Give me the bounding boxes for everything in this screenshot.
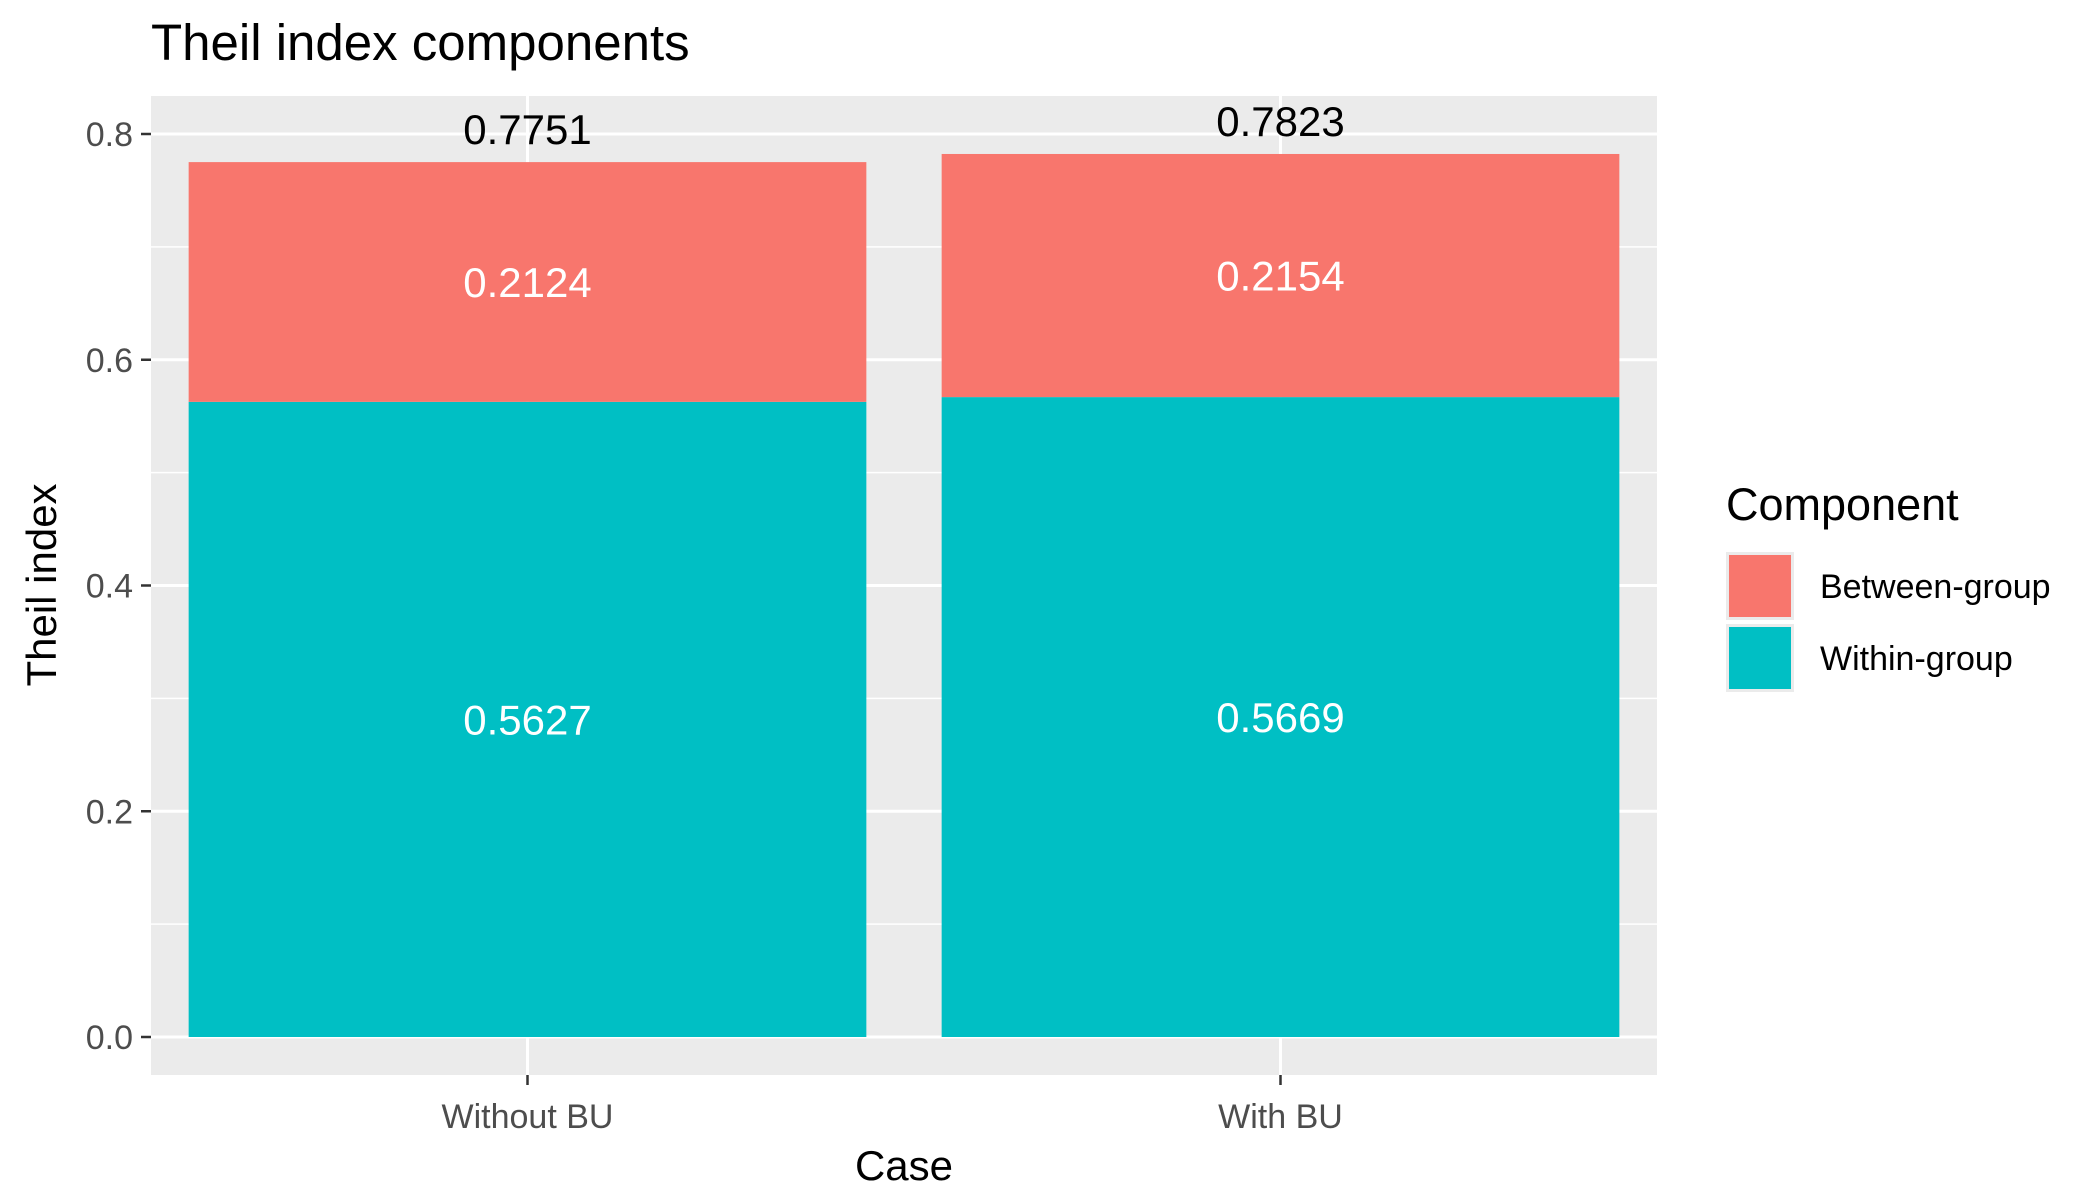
y-tick-label: 0.0 xyxy=(86,1019,133,1057)
segment-value-label: 0.5669 xyxy=(1216,694,1344,741)
x-axis: Without BU With BU xyxy=(442,1075,1343,1136)
legend-label: Within-group xyxy=(1820,640,2013,678)
segment-value-label: 0.5627 xyxy=(463,696,591,743)
bar-within-group xyxy=(188,401,867,1037)
x-tick-label: With BU xyxy=(1218,1098,1343,1136)
bars xyxy=(188,153,1620,1037)
bar-between-group xyxy=(188,162,867,402)
legend-title: Component xyxy=(1726,479,1959,530)
x-tick-label: Without BU xyxy=(442,1098,614,1136)
y-tick-label: 0.8 xyxy=(86,116,133,154)
y-axis-title: Theil index xyxy=(18,483,65,686)
y-tick-label: 0.6 xyxy=(86,342,133,380)
legend-swatch xyxy=(1729,555,1791,617)
legend-swatch xyxy=(1729,627,1791,689)
bar-between-group xyxy=(941,153,1620,398)
legend: Component Between-group Within-group xyxy=(1726,479,2051,692)
segment-value-label: 0.2124 xyxy=(463,259,591,306)
chart-title: Theil index components xyxy=(151,14,690,71)
total-value-label: 0.7751 xyxy=(463,106,591,153)
bar-within-group xyxy=(941,397,1620,1037)
legend-label: Between-group xyxy=(1820,568,2051,606)
y-tick-label: 0.2 xyxy=(86,793,133,831)
bar-labels: 0.5627 0.2124 0.7751 0.5669 0.2154 0.7823 xyxy=(463,98,1344,743)
y-axis: 0.0 0.2 0.4 0.6 0.8 xyxy=(86,116,151,1057)
total-value-label: 0.7823 xyxy=(1216,98,1344,145)
legend-items: Between-group Within-group xyxy=(1726,552,2051,692)
x-axis-title: Case xyxy=(855,1142,953,1189)
y-tick-label: 0.4 xyxy=(86,568,133,606)
segment-value-label: 0.2154 xyxy=(1216,253,1344,300)
